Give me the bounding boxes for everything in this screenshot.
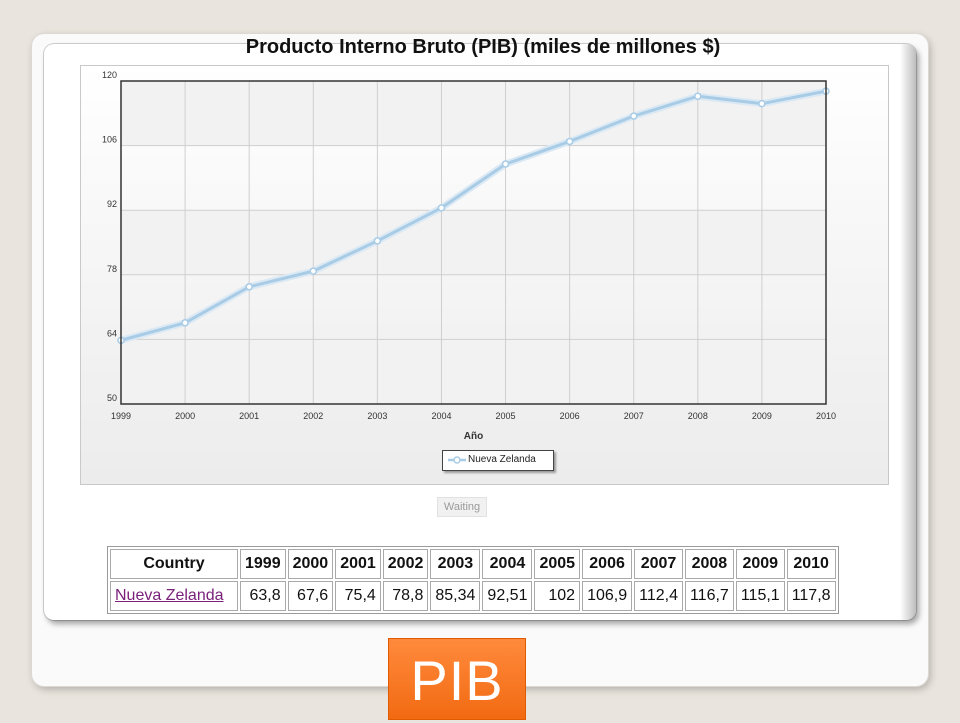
table-cell: 67,6 — [287, 581, 334, 611]
table-cell: 115,1 — [735, 581, 785, 611]
y-axis-ticks: 50 64 78 92 106 120 — [102, 70, 117, 403]
header-year: 1999 — [240, 549, 286, 579]
data-point — [181, 319, 189, 327]
x-tick-label: 2010 — [816, 411, 836, 421]
table-cell: 106,9 — [582, 581, 633, 611]
x-tick-label: 2000 — [175, 411, 195, 421]
table-cell: 112,4 — [634, 581, 683, 611]
waiting-indicator: Waiting — [437, 497, 487, 517]
table-cell: 117,8 — [786, 581, 836, 611]
table-cell: 102 — [534, 581, 581, 611]
chart-area: 50 64 78 92 106 120 1999 2000 2001 2002 2003 2004 2… — [80, 65, 889, 485]
header-country: Country — [110, 549, 238, 579]
plot-frame — [120, 80, 827, 405]
x-tick-label: 2002 — [303, 411, 323, 421]
x-tick-label: 2003 — [367, 411, 387, 421]
table-header-row: Country 1999 2000 2001 2002 2003 2004 20… — [110, 549, 836, 579]
data-point — [437, 204, 446, 212]
data-point — [629, 112, 638, 120]
card-edge-shade — [900, 44, 916, 620]
x-axis-label: Año — [464, 431, 483, 442]
data-point — [501, 160, 510, 168]
data-series — [117, 87, 830, 345]
x-tick-label: 2007 — [624, 411, 644, 421]
table-cell: 78,8 — [382, 581, 429, 611]
table-cell: 75,4 — [335, 581, 381, 611]
data-point — [309, 267, 318, 275]
x-tick-label: 1999 — [111, 411, 131, 421]
table-cell: 92,51 — [482, 581, 533, 611]
pib-badge: PIB — [388, 638, 526, 720]
x-tick-label: 2006 — [560, 411, 580, 421]
legend-label: Nueva Zelanda — [468, 454, 536, 465]
header-year: 2004 — [482, 549, 533, 579]
grid-band — [121, 339, 826, 404]
legend[interactable]: Nueva Zelanda — [442, 450, 554, 471]
y-tick-label: 106 — [102, 135, 117, 145]
x-tick-label: 2008 — [688, 411, 708, 421]
y-tick-label: 120 — [102, 70, 117, 80]
table-row: Nueva Zelanda 63,8 67,6 75,4 78,8 85,34 … — [110, 581, 836, 611]
x-tick-label: 2005 — [496, 411, 516, 421]
header-year: 2006 — [582, 549, 633, 579]
header-year: 2009 — [735, 549, 785, 579]
legend-marker-icon — [448, 456, 466, 464]
line-chart: 50 64 78 92 106 120 1999 2000 2001 2002 2003 2004 2… — [102, 70, 836, 442]
x-tick-label: 2004 — [431, 411, 451, 421]
chart-title: Producto Interno Bruto (PIB) (miles de m… — [245, 36, 721, 58]
grid-band — [121, 210, 826, 275]
header-year: 2005 — [534, 549, 581, 579]
header-year: 2008 — [684, 549, 734, 579]
grid-band — [121, 81, 826, 146]
header-year: 2003 — [430, 549, 481, 579]
data-point — [758, 99, 766, 108]
header-year: 2001 — [335, 549, 381, 579]
data-point — [694, 92, 702, 100]
data-point — [373, 237, 382, 245]
y-tick-label: 64 — [107, 328, 117, 338]
table-cell: 63,8 — [240, 581, 286, 611]
header-year: 2007 — [634, 549, 683, 579]
country-link[interactable]: Nueva Zelanda — [110, 581, 238, 611]
data-point — [245, 283, 253, 291]
x-axis-ticks: 1999 2000 2001 2002 2003 2004 2005 2006 2007 2008… — [111, 411, 836, 421]
header-year: 2010 — [786, 549, 836, 579]
y-tick-label: 50 — [107, 393, 117, 403]
x-tick-label: 2001 — [239, 411, 259, 421]
header-year: 2002 — [382, 549, 429, 579]
table-cell: 116,7 — [684, 581, 734, 611]
series-line — [119, 89, 828, 342]
y-tick-label: 92 — [107, 199, 117, 209]
x-tick-label: 2009 — [752, 411, 772, 421]
data-table: Country 1999 2000 2001 2002 2003 2004 20… — [107, 546, 839, 614]
grid-bands — [121, 81, 826, 404]
y-tick-label: 78 — [107, 264, 117, 274]
header-year: 2000 — [287, 549, 334, 579]
table-cell: 85,34 — [430, 581, 481, 611]
data-point — [565, 137, 574, 146]
